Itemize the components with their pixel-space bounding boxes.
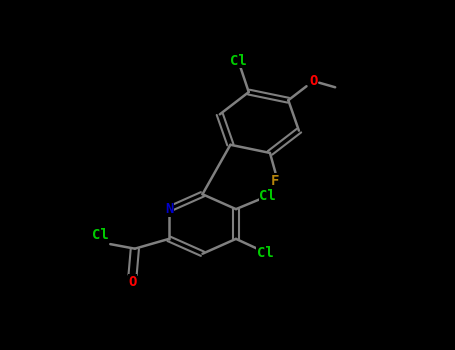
- Text: O: O: [128, 275, 137, 289]
- Text: F: F: [271, 174, 279, 188]
- Text: Cl: Cl: [92, 229, 109, 242]
- Text: O: O: [309, 74, 318, 88]
- Text: N: N: [165, 202, 173, 216]
- Text: Cl: Cl: [257, 246, 274, 260]
- Text: Cl: Cl: [259, 189, 276, 203]
- Text: Cl: Cl: [230, 54, 247, 68]
